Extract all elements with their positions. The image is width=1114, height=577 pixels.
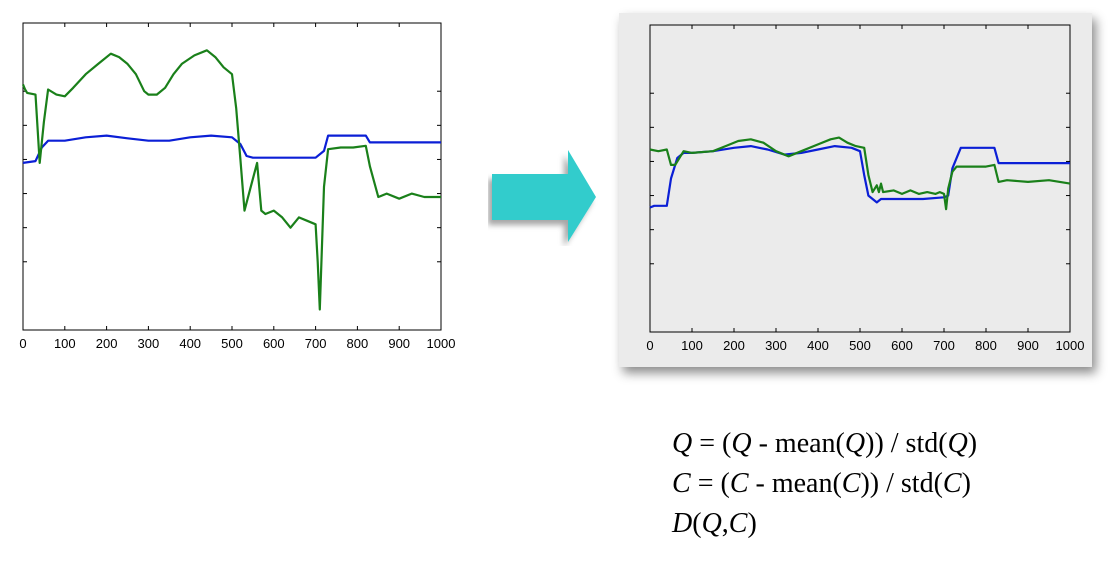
x-tick-label: 100: [54, 336, 76, 351]
x-tick-label: 300: [765, 338, 787, 353]
series-line-c: [21, 49, 441, 311]
x-tick-label: 800: [347, 336, 369, 351]
formula-c: C = (C - mean(C)) / std(C): [672, 468, 971, 499]
series-line-c-normalized: [649, 136, 1071, 211]
arrow-shape: [492, 150, 596, 242]
x-tick-label: 700: [933, 338, 955, 353]
formula-q: Q = (Q - mean(Q)) / std(Q): [672, 428, 978, 459]
normalized-series-chart: 0 100 200 300 400 500 600 700 800 900 1000: [646, 24, 1084, 353]
x-tick-label: 700: [305, 336, 327, 351]
x-tick-label: 600: [263, 336, 285, 351]
series-line-q: [22, 134, 441, 164]
normalization-formulas: Q = (Q - mean(Q)) / std(Q) C = (C - mean…: [672, 424, 977, 544]
x-tick-label: 600: [891, 338, 913, 353]
x-tick-label: 500: [849, 338, 871, 353]
formula-distance: D(Q,C): [672, 508, 757, 539]
x-tick-label: 100: [681, 338, 703, 353]
x-tick-label: 400: [807, 338, 829, 353]
tick-group: 0 100 200 300 400 500 600 700 800 900 1000: [646, 25, 1084, 353]
x-tick-label: 200: [96, 336, 118, 351]
right-arrow-icon: [492, 150, 596, 242]
tick-group: 0 100 200 300 400 500 600 700 800 900 1000: [19, 23, 455, 351]
x-tick-label: 200: [723, 338, 745, 353]
x-tick-label: 500: [221, 336, 243, 351]
series-group: [21, 49, 441, 311]
x-tick-label: 900: [388, 336, 410, 351]
x-tick-label: 900: [1017, 338, 1039, 353]
x-tick-label: 0: [646, 338, 653, 353]
series-group: [649, 136, 1071, 211]
plot-area: [649, 24, 1071, 333]
normalized-chart-panel: 0 100 200 300 400 500 600 700 800 900 1000: [619, 13, 1092, 367]
plot-area: [22, 22, 442, 331]
raw-series-chart: 0 100 200 300 400 500 600 700 800 900 1000: [19, 22, 455, 351]
x-tick-label: 1000: [427, 336, 456, 351]
x-tick-label: 300: [138, 336, 160, 351]
x-tick-label: 0: [19, 336, 26, 351]
x-tick-label: 400: [179, 336, 201, 351]
x-tick-label: 800: [975, 338, 997, 353]
x-tick-label: 1000: [1056, 338, 1085, 353]
